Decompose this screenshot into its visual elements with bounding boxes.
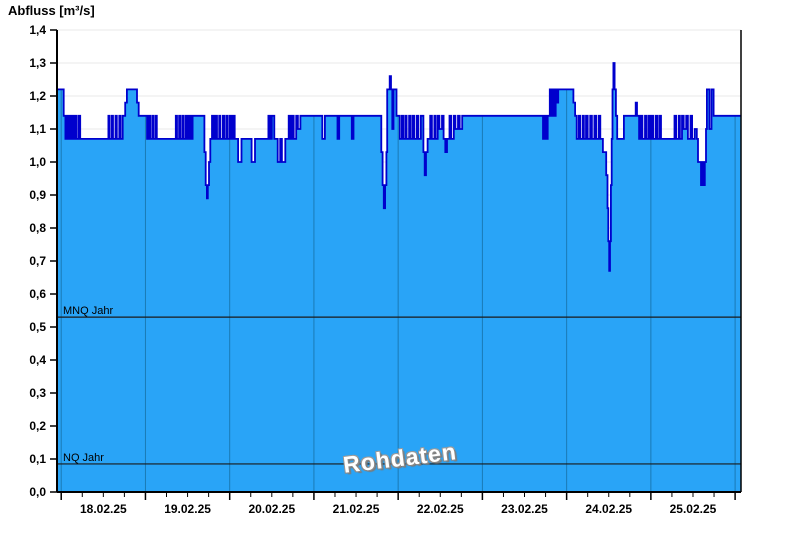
y-tick-label: 0,7 (29, 254, 46, 268)
series-step-line (57, 62, 741, 272)
y-tick-label: 1,2 (29, 89, 46, 103)
y-tick-label: 0,4 (29, 353, 46, 367)
y-tick-label: 0,2 (29, 419, 46, 433)
x-day-label: 20.02.25 (248, 502, 295, 516)
x-day-label: 19.02.25 (164, 502, 211, 516)
y-tick-label: 0,8 (29, 221, 46, 235)
y-tick-label: 1,4 (29, 23, 46, 37)
reference-line-label-nq: NQ Jahr (63, 452, 104, 464)
x-day-label: 22.02.25 (417, 502, 464, 516)
reference-line-label-mnq: MNQ Jahr (63, 305, 113, 317)
y-tick-label: 0,5 (29, 320, 46, 334)
y-tick-label: 0,3 (29, 386, 46, 400)
y-tick-label: 1,0 (29, 155, 46, 169)
y-tick-label: 0,9 (29, 188, 46, 202)
x-day-label: 21.02.25 (333, 502, 380, 516)
y-tick-label: 0,6 (29, 287, 46, 301)
y-tick-label: 1,3 (29, 56, 46, 70)
chart-title: Abfluss [m³/s] (8, 3, 95, 18)
y-tick-label: 1,1 (29, 122, 46, 136)
series-area-fill (57, 63, 741, 492)
x-day-label: 23.02.25 (501, 502, 548, 516)
x-day-label: 18.02.25 (80, 502, 127, 516)
y-tick-label: 0,1 (29, 452, 46, 466)
x-day-label: 24.02.25 (585, 502, 632, 516)
x-day-label: 25.02.25 (670, 502, 717, 516)
y-tick-label: 0,0 (29, 485, 46, 499)
